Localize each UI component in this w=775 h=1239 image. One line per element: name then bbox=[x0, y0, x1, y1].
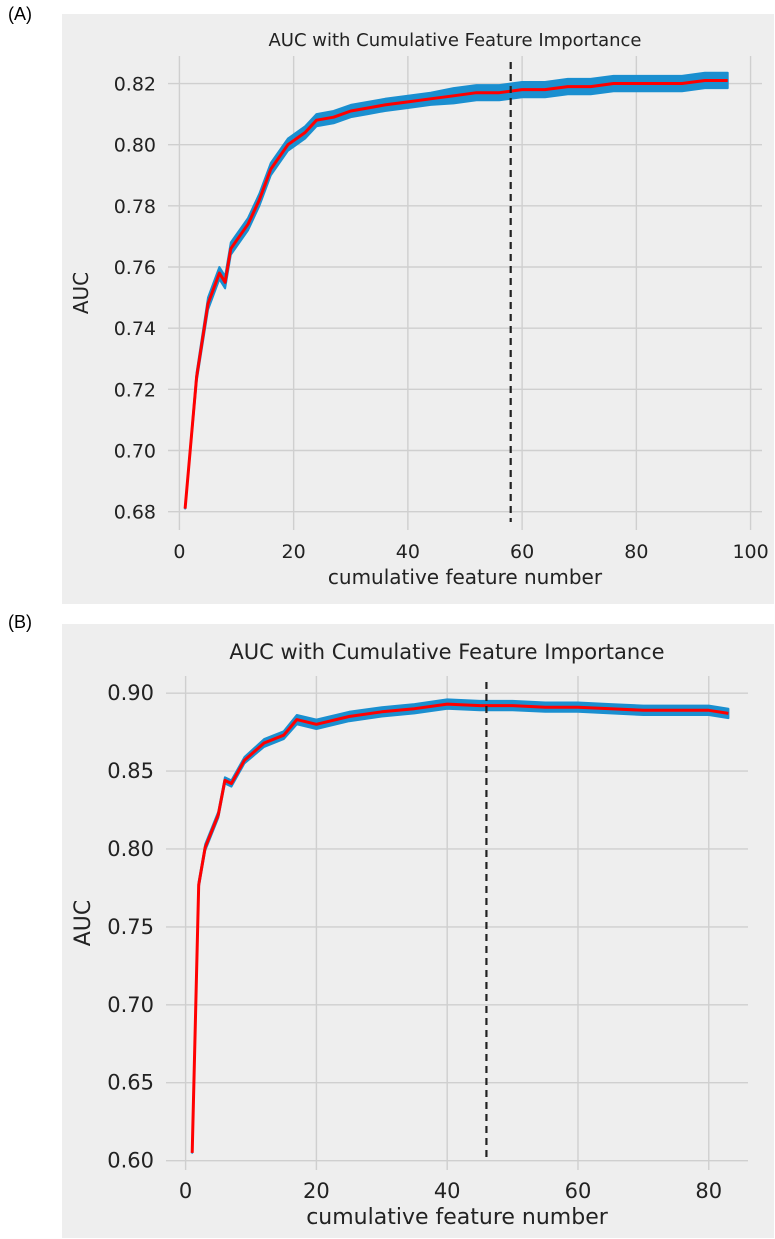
chart-a-ytick-label: 0.74 bbox=[114, 318, 156, 340]
chart-b-xtick-label: 0 bbox=[179, 1179, 192, 1203]
chart-b-ytick-label: 0.90 bbox=[107, 681, 154, 705]
chart-a-xtick-label: 0 bbox=[173, 541, 185, 563]
panel-a-label: (A) bbox=[8, 4, 32, 24]
chart-b-mean-line bbox=[190, 702, 729, 1153]
chart-b-xtick-label: 80 bbox=[695, 1179, 722, 1203]
chart-b-std-band bbox=[191, 698, 730, 1154]
chart-b-ytick-label: 0.70 bbox=[107, 993, 154, 1017]
chart-b: 0 20 40 60 80 0.60 0.65 0.70 0.75 0.80 0.85 0.90 AUC… bbox=[62, 624, 774, 1238]
chart-a-xlabel: cumulative feature number bbox=[328, 565, 603, 589]
chart-a-ylabel: AUC bbox=[69, 272, 93, 314]
chart-b-ytick-label: 0.85 bbox=[107, 759, 154, 783]
chart-b-ylabel: AUC bbox=[71, 900, 96, 947]
chart-a-std-band bbox=[184, 71, 729, 510]
chart-b-ytick-label: 0.65 bbox=[107, 1071, 154, 1095]
chart-b-xlabel: cumulative feature number bbox=[306, 1205, 609, 1230]
chart-b-xtick-label: 40 bbox=[434, 1179, 461, 1203]
chart-a-xtick-label: 100 bbox=[732, 541, 768, 563]
chart-b-title: AUC with Cumulative Feature Importance bbox=[229, 640, 664, 664]
chart-a-ytick-label: 0.78 bbox=[114, 196, 156, 218]
chart-b-ytick-label: 0.75 bbox=[107, 915, 154, 939]
chart-b-svg: 0 20 40 60 80 0.60 0.65 0.70 0.75 0.80 0.85 0.90 AUC… bbox=[71, 640, 748, 1230]
chart-a-ytick-label: 0.70 bbox=[114, 440, 156, 462]
panel-b-label: (B) bbox=[8, 612, 32, 632]
chart-a-ytick-label: 0.80 bbox=[114, 135, 156, 157]
chart-a-xtick-label: 60 bbox=[510, 541, 534, 563]
chart-a-xtick-label: 20 bbox=[282, 541, 306, 563]
chart-a-xtick-label: 80 bbox=[624, 541, 648, 563]
chart-b-ytick-label: 0.60 bbox=[107, 1149, 154, 1173]
chart-a-ytick-label: 0.68 bbox=[114, 502, 156, 524]
chart-b-ytick-label: 0.80 bbox=[107, 837, 154, 861]
chart-a-ytick-label: 0.72 bbox=[114, 379, 156, 401]
chart-a-mean-line bbox=[183, 79, 728, 509]
chart-a-ytick-label: 0.76 bbox=[114, 257, 156, 279]
chart-a-title: AUC with Cumulative Feature Importance bbox=[268, 30, 641, 51]
chart-b-xtick-label: 20 bbox=[303, 1179, 330, 1203]
chart-a: 0 20 40 60 80 100 0.68 0.70 0.72 0.74 0.76 0.78 0.80… bbox=[62, 14, 774, 604]
chart-a-ytick-label: 0.82 bbox=[114, 74, 156, 96]
chart-a-svg: 0 20 40 60 80 100 0.68 0.70 0.72 0.74 0.76 0.78 0.80… bbox=[69, 30, 769, 589]
chart-a-xtick-label: 40 bbox=[396, 541, 420, 563]
chart-b-xtick-label: 60 bbox=[565, 1179, 592, 1203]
